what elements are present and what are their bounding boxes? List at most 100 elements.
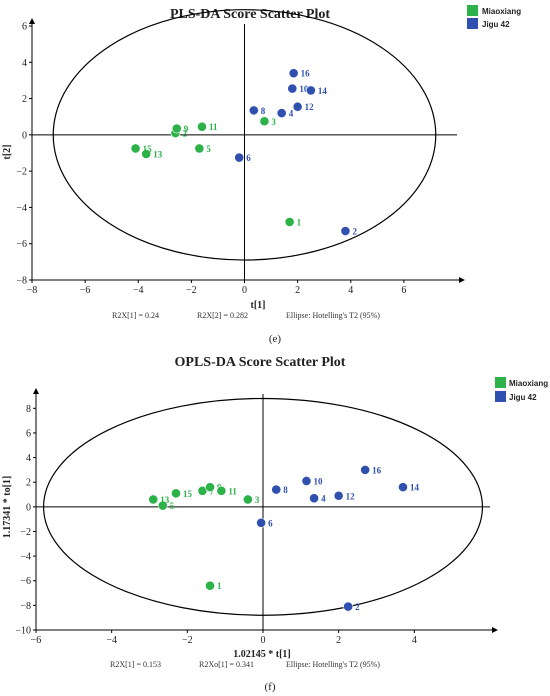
oplsda-x-tick-label: −2 [182,635,193,646]
oplsda-point-label: 6 [268,518,273,528]
plsda-footer-r2x2: R2X[2] = 0.282 [197,311,248,320]
plsda-x-tick-label: 0 [242,285,247,296]
oplsda-y-axis-arrow [33,388,39,394]
oplsda-x-tick-label: 0 [261,635,266,646]
oplsda-point-miaoxiang-3 [242,494,253,505]
plsda-point-label: 15 [143,144,153,154]
plsda-title: PLS-DA Score Scatter Plot [170,7,330,22]
oplsda-x-axis-arrow [492,627,498,633]
oplsda-plot-area: −6−4−2024−10−8−6−4−202468135791113152468… [15,388,498,646]
plsda-y-tick-label: 2 [22,94,27,105]
plsda-point-jigu42-8 [248,105,259,116]
plsda-point-miaoxiang-9 [171,123,182,134]
oplsda-x-tick-label: 2 [336,635,341,646]
oplsda-y-tick-label: −8 [20,601,31,612]
plsda-point-miaoxiang-3 [259,116,270,127]
plsda-y-tick-label: −4 [16,203,27,214]
plsda-point-jigu42-12 [292,101,303,112]
plsda-point-label: 8 [261,106,266,116]
legend-swatch-miaoxiang [467,5,478,16]
oplsda-point-miaoxiang-13 [148,494,159,505]
panel-label-e: (e) [269,333,282,345]
oplsda-y-tick-label: 6 [26,428,31,439]
plsda-point-label: 6 [246,153,251,163]
oplsda-point-label: 15 [183,489,193,499]
legend-label-jigu42: Jigu 42 [509,393,537,402]
plsda-x-tick-label: −2 [186,285,197,296]
oplsda-point-label: 10 [314,476,324,486]
plsda-point-label: 13 [153,149,163,159]
plsda-footer-ellipse: Ellipse: Hotelling's T2 (95%) [286,311,380,320]
oplsda-ylabel: 1.17341 * to[1] [2,476,13,539]
oplsda-legend: Miaoxiang Jigu 42 [495,377,548,402]
oplsda-footer-ellipse: Ellipse: Hotelling's T2 (95%) [286,660,380,669]
plsda-x-tick-label: 6 [401,285,406,296]
plsda-ylabel: t[2] [2,145,13,160]
plsda-x-axis-arrow [459,277,465,283]
plsda-y-tick-label: −6 [16,239,27,250]
plsda-y-tick-label: 4 [22,58,27,69]
plsda-y-tick-label: 6 [22,22,27,33]
plsda-point-label: 14 [318,86,328,96]
plsda-point-label: 1 [297,217,302,227]
plsda-point-jigu42-10 [287,83,298,94]
plsda-point-miaoxiang-15 [130,143,141,154]
oplsda-y-tick-label: −6 [20,576,31,587]
panel-label-f: (f) [265,681,276,693]
plsda-point-label: 4 [289,109,294,119]
oplsda-point-label: 2 [355,602,360,612]
plsda-y-tick-label: 0 [22,130,27,141]
oplsda-x-tick-label: −6 [31,635,42,646]
plsda-chart: PLS-DA Score Scatter Plot −8 −6 −4 −2 0 2 4 6 −8… [2,5,521,345]
legend-swatch-jigu42 [495,391,506,402]
oplsda-point-label: 11 [228,486,237,496]
plsda-x-tick-label: −4 [133,285,144,296]
legend-label-miaoxiang: Miaoxiang [482,7,521,16]
oplsda-hotelling-ellipse [42,397,484,616]
plsda-point-miaoxiang-11 [197,121,207,132]
oplsda-y-tick-label: −4 [20,552,31,563]
oplsda-point-label: 12 [346,491,356,501]
legend-swatch-miaoxiang [495,377,506,388]
oplsda-point-label: 1 [217,581,222,591]
plsda-point-label: 2 [352,227,357,237]
plsda-hotelling-ellipse [52,9,437,261]
plsda-point-miaoxiang-5 [194,143,205,154]
oplsda-chart: OPLS-DA Score Scatter Plot −6 −4 −2 0 2 4−10−… [2,355,548,693]
oplsda-point-jigu42-6 [256,517,267,528]
plsda-point-miaoxiang-13 [141,149,152,159]
plsda-point-jigu42-6 [234,152,245,163]
oplsda-point-label: 5 [170,501,175,511]
oplsda-point-miaoxiang-5 [157,500,168,511]
plsda-footer-r2x1: R2X[1] = 0.24 [112,311,159,320]
plsda-x-tick-label: −8 [27,285,38,296]
oplsda-point-label: 16 [372,465,382,475]
plsda-point-jigu42-4 [276,108,287,118]
legend-label-jigu42: Jigu 42 [482,20,510,29]
plsda-legend: Miaoxiang Jigu 42 [467,5,521,29]
oplsda-point-label: 13 [160,495,170,505]
oplsda-footer-r2xo1: R2Xo[1] = 0.341 [199,660,254,669]
plsda-point-label: 9 [184,124,189,134]
oplsda-point-jigu42-12 [333,490,344,501]
oplsda-point-miaoxiang-9 [205,482,215,493]
legend-swatch-jigu42 [467,18,478,29]
oplsda-point-jigu42-8 [271,484,282,495]
oplsda-y-tick-label: 2 [26,478,31,489]
plsda-point-jigu42-16 [288,68,299,79]
oplsda-point-label: 14 [410,483,420,493]
plsda-point-label: 3 [271,117,276,127]
oplsda-xlabel: 1.02145 * t[1] [233,649,291,660]
plsda-point-label: 2 [182,129,187,139]
oplsda-point-miaoxiang-11 [216,485,227,496]
oplsda-y-tick-label: 0 [26,502,31,513]
oplsda-point-jigu42-2 [343,601,354,612]
plsda-y-axis-arrow [29,18,35,24]
oplsda-x-tick-label: 4 [412,635,417,646]
oplsda-title: OPLS-DA Score Scatter Plot [175,355,346,370]
plsda-x-tick-label: −6 [80,285,91,296]
oplsda-x-tick-label: −4 [106,635,117,646]
oplsda-footer-r2x1: R2X[1] = 0.153 [110,660,161,669]
